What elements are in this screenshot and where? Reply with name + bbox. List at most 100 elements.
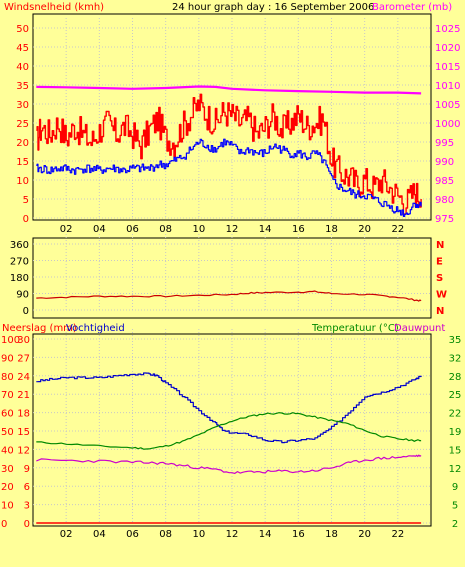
wind-speed-line — [36, 138, 422, 217]
wind-ytick-label: 20 — [16, 138, 29, 149]
temperature-axis-title: Temperatuur (°C) — [311, 323, 399, 334]
wind-xtick-label: 14 — [259, 224, 272, 235]
wind-ytick-label: 30 — [16, 100, 29, 111]
temperature-ytick-label: 28 — [449, 372, 462, 383]
barometer-ytick-label: 1015 — [435, 62, 460, 73]
wind-xtick-label: 20 — [358, 224, 371, 235]
temperature-ytick-label: 5 — [452, 501, 458, 512]
temperature-ytick-label: 19 — [449, 427, 462, 438]
wind-ytick-label: 50 — [16, 24, 29, 35]
barometer-ytick-label: 990 — [435, 157, 454, 168]
compass-label: W — [436, 290, 447, 301]
humidity-ytick-label: 50 — [1, 427, 14, 438]
climate-xtick-label: 02 — [60, 529, 73, 540]
rain-ytick-label: 12 — [17, 445, 30, 456]
humidity-ytick-label: 30 — [1, 464, 14, 475]
temperature-line — [36, 412, 422, 450]
wind-axis-title: Windsnelheid (kmh) — [4, 2, 104, 13]
wind-direction-line — [36, 290, 422, 302]
barometer-axis-title: Barometer (mb) — [372, 2, 452, 13]
temperature-ytick-label: 9 — [452, 482, 458, 493]
barometer-ytick-label: 1010 — [435, 81, 460, 92]
wind-xtick-label: 10 — [192, 224, 205, 235]
direction-ytick-label: 0 — [23, 306, 29, 317]
tick-label-layer: 0510152025303540455097598098599099510001… — [1, 24, 461, 540]
humidity-ytick-label: 70 — [1, 390, 14, 401]
barometer-ytick-label: 1005 — [435, 100, 460, 111]
compass-label: N — [436, 240, 444, 251]
wind-xtick-label: 02 — [60, 224, 73, 235]
temperature-ytick-label: 35 — [449, 335, 462, 346]
temperature-ytick-label: 25 — [449, 390, 462, 401]
climate-xtick-label: 08 — [159, 529, 172, 540]
wind-xtick-label: 04 — [93, 224, 106, 235]
rain-ytick-label: 15 — [17, 427, 30, 438]
dewpoint-line — [36, 454, 422, 474]
humidity-ytick-label: 40 — [1, 445, 14, 456]
climate-xtick-label: 14 — [259, 529, 272, 540]
rain-ytick-label: 3 — [24, 501, 30, 512]
humidity-ytick-label: 90 — [1, 353, 14, 364]
climate-xtick-label: 16 — [292, 529, 305, 540]
wind-ytick-label: 40 — [16, 62, 29, 73]
rain-ytick-label: 27 — [17, 353, 30, 364]
compass-label: S — [436, 273, 443, 284]
temperature-ytick-label: 15 — [449, 445, 462, 456]
temperature-ytick-label: 22 — [449, 409, 462, 420]
temperature-ytick-label: 32 — [449, 353, 462, 364]
humidity-ytick-label: 100 — [1, 335, 20, 346]
humidity-ytick-label: 20 — [1, 482, 14, 493]
barometer-ytick-label: 985 — [435, 176, 454, 187]
rain-ytick-label: 18 — [17, 409, 30, 420]
wind-ytick-label: 0 — [23, 214, 29, 225]
wind-ytick-label: 45 — [16, 43, 29, 54]
humidity-axis-title: Vochtigheid — [66, 323, 125, 334]
wind-ytick-label: 35 — [16, 81, 29, 92]
temperature-ytick-label: 2 — [452, 519, 458, 530]
climate-xtick-label: 12 — [226, 529, 239, 540]
barometer-ytick-label: 980 — [435, 195, 454, 206]
temperature-ytick-label: 12 — [449, 464, 462, 475]
rain-ytick-label: 6 — [24, 482, 30, 493]
climate-xtick-label: 06 — [126, 529, 139, 540]
wind-xtick-label: 08 — [159, 224, 172, 235]
rain-ytick-label: 9 — [24, 464, 30, 475]
climate-xtick-label: 22 — [391, 529, 404, 540]
climate-xtick-label: 04 — [93, 529, 106, 540]
barometer-ytick-label: 995 — [435, 138, 454, 149]
direction-ytick-label: 180 — [10, 273, 29, 284]
compass-label: N — [436, 306, 444, 317]
dewpoint-axis-title: Dauwpunt — [394, 323, 445, 334]
climate-xtick-label: 20 — [358, 529, 371, 540]
humidity-ytick-label: 10 — [1, 501, 14, 512]
barometer-ytick-label: 1025 — [435, 24, 460, 35]
graph-title: 24 hour graph day : 16 September 2006 — [172, 2, 374, 13]
wind-xtick-label: 22 — [391, 224, 404, 235]
wind-xtick-label: 18 — [325, 224, 338, 235]
wind-xtick-label: 06 — [126, 224, 139, 235]
direction-ytick-label: 270 — [10, 257, 29, 268]
wind-ytick-label: 10 — [16, 176, 29, 187]
rain-ytick-label: 21 — [17, 390, 30, 401]
humidity-ytick-label: 0 — [1, 519, 7, 530]
humidity-ytick-label: 60 — [1, 409, 14, 420]
direction-ytick-label: 90 — [16, 290, 29, 301]
climate-xtick-label: 10 — [192, 529, 205, 540]
wind-ytick-label: 25 — [16, 119, 29, 130]
rain-ytick-label: 24 — [17, 372, 30, 383]
barometer-ytick-label: 1020 — [435, 43, 460, 54]
rain-axis-title: Neerslag (mm) — [2, 323, 77, 334]
barometer-ytick-label: 1000 — [435, 119, 460, 130]
wind-gust-line — [36, 93, 422, 215]
direction-ytick-label: 360 — [10, 240, 29, 251]
humidity-line — [36, 372, 422, 444]
rain-ytick-label: 0 — [24, 519, 30, 530]
rain-ytick-label: 30 — [17, 335, 30, 346]
wind-ytick-label: 15 — [16, 157, 29, 168]
humidity-ytick-label: 80 — [1, 372, 14, 383]
barometer-ytick-label: 975 — [435, 214, 454, 225]
wind-xtick-label: 16 — [292, 224, 305, 235]
wind-xtick-label: 12 — [226, 224, 239, 235]
